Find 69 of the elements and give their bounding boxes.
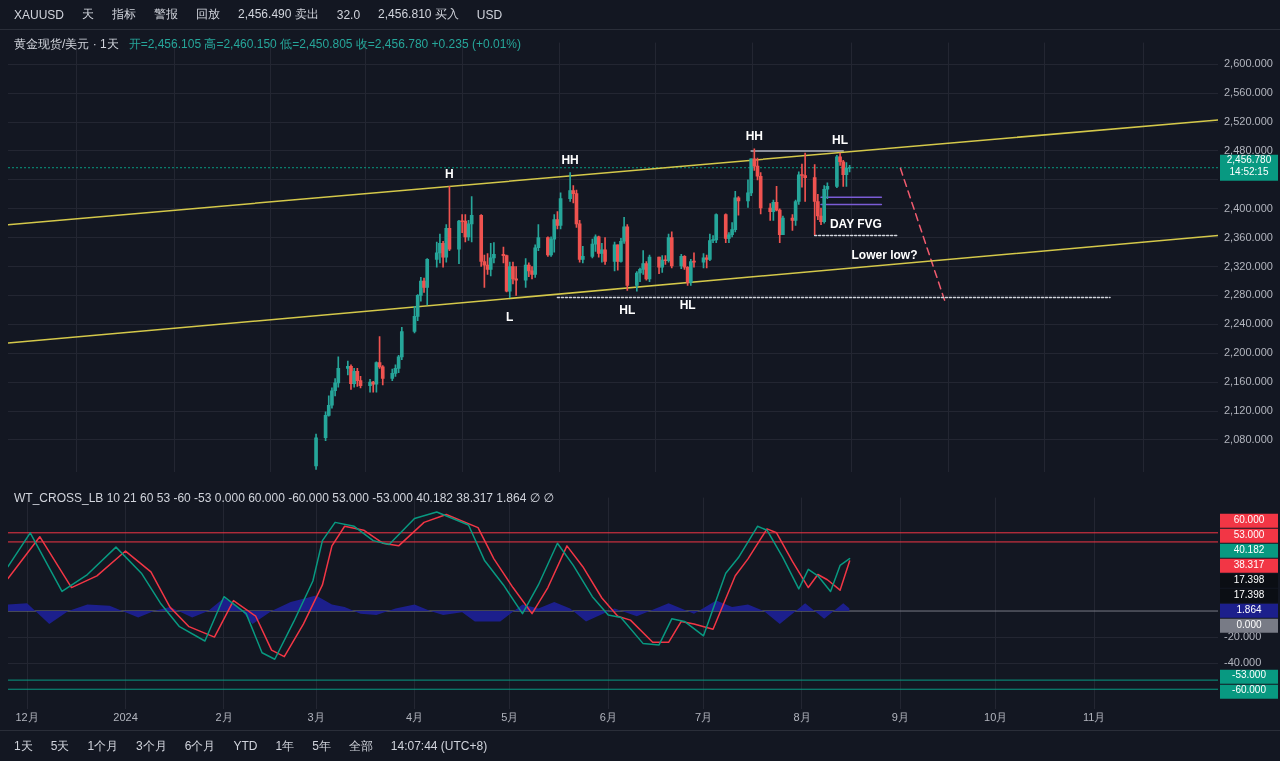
ref-line-label: 53.000 xyxy=(1233,528,1265,540)
text: 38.317 xyxy=(1233,558,1265,570)
annotation: L xyxy=(506,309,514,324)
y-tick-label: 2,360.000 xyxy=(1224,230,1273,243)
x-tick-label: 7月 xyxy=(694,711,713,724)
text: 指标 xyxy=(112,6,137,23)
y-tick-label: 2,320.000 xyxy=(1224,259,1273,272)
y-tick-label: -40.000 xyxy=(1224,656,1262,669)
annotation: HL xyxy=(679,297,696,312)
y-tick-label: 2,480.000 xyxy=(1224,143,1273,156)
x-tick-label: 3月 xyxy=(307,711,325,724)
chart-title: 黄金现货/美元 · 1天 xyxy=(14,37,119,51)
x-tick-label: 8月 xyxy=(793,711,811,724)
text: 17.398 xyxy=(1233,573,1265,585)
text: 1年 xyxy=(275,737,295,755)
text: 14:07:44 (UTC+8) xyxy=(390,739,488,753)
text: YTD xyxy=(233,739,258,753)
text: 全部 xyxy=(348,737,373,755)
text: 2,456.810 买入 xyxy=(378,6,459,23)
y-tick-label: 2,200.000 xyxy=(1224,346,1273,359)
chart-subtitle: 开=2,456.105 高=2,460.150 低=2,450.805 收=2,456.780 +0.235 (+0.01%) xyxy=(128,37,521,51)
text: 17.398 xyxy=(1233,588,1265,600)
ref-line-label: 2,456.780 14:52:15 xyxy=(1226,154,1272,178)
annotation: DAY FVG xyxy=(829,216,882,231)
annotation: HH xyxy=(561,152,579,167)
text: 回放 xyxy=(196,6,221,23)
text: 2,456.490 卖出 xyxy=(238,6,319,23)
text: 1天 xyxy=(14,737,33,755)
text: 40.182 xyxy=(1233,543,1265,555)
annotation: HL xyxy=(619,302,636,317)
text: 6个月 xyxy=(184,737,216,755)
annotation: HL xyxy=(832,133,849,148)
text: 32.0 xyxy=(336,7,361,22)
text: 警报 xyxy=(154,6,179,23)
text: 3个月 xyxy=(136,737,167,755)
chart-title: WT_CROSS_LB 10 21 60 53 -60 -53 0.000 60.000 -60.000 53.000 -53.000 40.182 38.317 1.864 ∅ ∅ xyxy=(14,491,554,505)
ref-line-label: -53.000 xyxy=(1232,669,1267,681)
text: USD xyxy=(476,7,503,22)
text: 1个月 xyxy=(87,737,119,755)
y-tick-label: 2,600.000 xyxy=(1224,57,1273,70)
x-tick-label: 12月 xyxy=(15,711,39,724)
text: 天 xyxy=(82,6,95,23)
y-tick-label: 2,280.000 xyxy=(1224,288,1273,301)
x-tick-label: 4月 xyxy=(405,711,424,724)
text: 5年 xyxy=(312,737,331,755)
ref-line-label: -60.000 xyxy=(1232,684,1267,696)
y-tick-label: 2,160.000 xyxy=(1224,375,1273,388)
y-tick-label: 2,560.000 xyxy=(1224,86,1273,99)
y-tick-label: 2,080.000 xyxy=(1224,432,1273,445)
annotation: Lower low? xyxy=(851,247,918,262)
text: XAUUSD xyxy=(14,7,65,22)
annotation: H xyxy=(445,166,454,181)
y-tick-label: 2,240.000 xyxy=(1224,317,1273,330)
text: 5天 xyxy=(50,737,70,755)
text: 1.864 xyxy=(1236,603,1262,615)
x-tick-label: 9月 xyxy=(891,711,909,724)
x-tick-label: 2024 xyxy=(113,711,138,724)
ref-line-label: 0.000 xyxy=(1236,618,1262,630)
y-tick-label: -20.000 xyxy=(1224,630,1262,643)
x-tick-label: 6月 xyxy=(599,711,617,724)
x-tick-label: 11月 xyxy=(1082,711,1106,724)
ref-line-label: 60.000 xyxy=(1233,513,1265,525)
y-tick-label: 2,520.000 xyxy=(1224,115,1273,128)
y-tick-label: 2,400.000 xyxy=(1224,201,1273,214)
y-tick-label: 2,120.000 xyxy=(1224,404,1273,417)
x-tick-label: 10月 xyxy=(984,711,1008,724)
x-tick-label: 2月 xyxy=(215,711,233,724)
annotation: HH xyxy=(745,129,763,144)
x-tick-label: 5月 xyxy=(501,711,519,724)
